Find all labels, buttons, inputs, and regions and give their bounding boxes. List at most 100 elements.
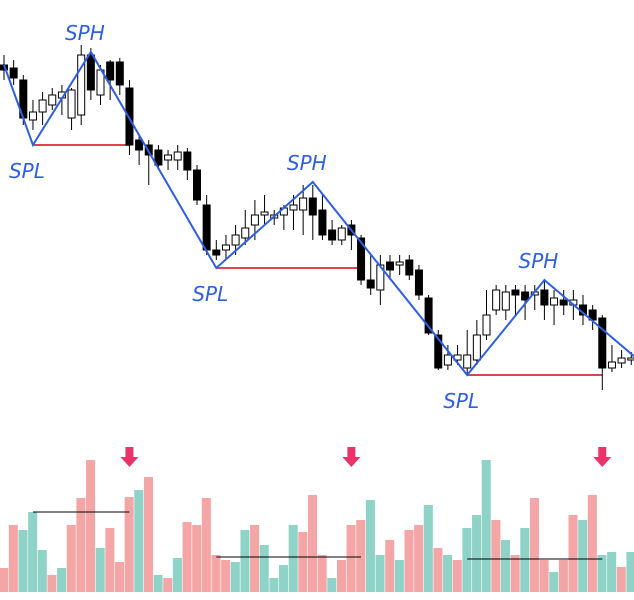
candle-body bbox=[328, 229, 337, 241]
swing-label: SPH bbox=[287, 151, 327, 175]
volume-bar bbox=[201, 498, 211, 592]
candle-body bbox=[598, 317, 607, 369]
volume-bar bbox=[124, 497, 134, 592]
volume-bar bbox=[520, 528, 530, 592]
volume-bar bbox=[211, 555, 221, 592]
swing-label: SPL bbox=[443, 389, 479, 413]
candle-body bbox=[318, 209, 327, 236]
swing-label: SPH bbox=[65, 21, 105, 45]
candle-body bbox=[299, 197, 308, 211]
volume-bar bbox=[385, 540, 395, 592]
volume-bar bbox=[549, 572, 559, 592]
volume-bar bbox=[143, 477, 153, 592]
volume-bar bbox=[587, 495, 597, 592]
volume-bar bbox=[114, 562, 125, 592]
volume-bar bbox=[578, 520, 588, 592]
volume-bar bbox=[423, 505, 433, 592]
volume-bar bbox=[433, 548, 443, 592]
volume-bar bbox=[0, 568, 9, 592]
candle-body bbox=[164, 154, 173, 161]
candle-body bbox=[289, 204, 298, 211]
volume-bar bbox=[86, 460, 96, 592]
candle-body bbox=[501, 291, 510, 311]
volume-bar bbox=[626, 552, 634, 592]
volume-bar bbox=[462, 528, 472, 592]
volume-bar bbox=[375, 555, 385, 592]
volume-bar bbox=[8, 525, 18, 592]
volume-bar bbox=[221, 560, 231, 592]
candle-body bbox=[559, 299, 568, 306]
volume-bar bbox=[230, 562, 240, 592]
candle-body bbox=[86, 54, 95, 91]
swing-label: SPH bbox=[519, 249, 559, 273]
candle-body bbox=[424, 297, 433, 334]
volume-bar bbox=[250, 525, 260, 592]
candle-body bbox=[231, 234, 240, 246]
candle-body bbox=[9, 67, 18, 79]
candle-body bbox=[627, 357, 634, 361]
candle-body bbox=[443, 354, 452, 366]
volume-bar bbox=[336, 560, 346, 592]
volume-bar bbox=[182, 522, 192, 592]
volume-bar bbox=[47, 575, 57, 592]
volume-bar bbox=[568, 515, 578, 592]
volume-bar bbox=[481, 460, 491, 592]
volume-bar bbox=[259, 545, 269, 592]
volume-bar bbox=[288, 525, 298, 592]
volume-bar bbox=[298, 532, 308, 592]
candle-body bbox=[386, 261, 394, 271]
volume-bar bbox=[66, 525, 76, 592]
volume-bar bbox=[18, 530, 28, 592]
candle-body bbox=[337, 227, 346, 241]
candle-body bbox=[540, 289, 549, 306]
candle-body bbox=[135, 139, 144, 151]
volume-bar bbox=[539, 560, 549, 592]
volume-bar bbox=[394, 560, 404, 592]
candle-body bbox=[521, 291, 530, 301]
candle-body bbox=[511, 289, 520, 296]
candle-body bbox=[241, 227, 250, 239]
candle-body bbox=[357, 237, 366, 281]
candle-body bbox=[260, 211, 269, 216]
candle-body bbox=[550, 297, 559, 306]
volume-bar bbox=[307, 495, 318, 592]
volume-bar bbox=[500, 540, 511, 592]
candle-body bbox=[472, 334, 481, 361]
candle-body bbox=[463, 354, 472, 369]
candle-body bbox=[202, 204, 211, 251]
volume-bar bbox=[414, 525, 424, 592]
volume-bar bbox=[356, 520, 366, 592]
volume-bar bbox=[317, 555, 327, 592]
volume-bar bbox=[163, 578, 173, 592]
volume-bar bbox=[558, 560, 568, 592]
swing-label: SPL bbox=[192, 282, 228, 306]
candle-body bbox=[250, 214, 259, 226]
candle-body bbox=[183, 151, 192, 171]
volume-bar bbox=[365, 500, 375, 592]
volume-bar bbox=[452, 560, 462, 592]
volume-bar bbox=[57, 568, 67, 592]
candle-body bbox=[617, 357, 626, 364]
volume-bar bbox=[346, 525, 356, 592]
candle-body bbox=[308, 197, 317, 216]
candle-body bbox=[38, 99, 47, 113]
volume-bar bbox=[491, 520, 501, 592]
volume-bar bbox=[510, 555, 520, 592]
candle-body bbox=[173, 151, 182, 161]
candle-body bbox=[434, 334, 443, 369]
volume-bar bbox=[443, 555, 453, 592]
candle-body bbox=[106, 61, 115, 81]
candle-body bbox=[154, 149, 163, 166]
candle-body bbox=[405, 259, 414, 276]
volume-bar bbox=[529, 498, 539, 592]
candle-body bbox=[492, 289, 501, 311]
candle-body bbox=[28, 111, 37, 121]
volume-bar bbox=[28, 512, 38, 592]
volume-bar bbox=[269, 578, 279, 592]
volume-bar bbox=[76, 498, 86, 592]
volume-arrow bbox=[342, 447, 361, 467]
candle-body bbox=[77, 54, 86, 116]
volume-bar bbox=[95, 548, 105, 592]
volume-bar bbox=[607, 552, 617, 592]
